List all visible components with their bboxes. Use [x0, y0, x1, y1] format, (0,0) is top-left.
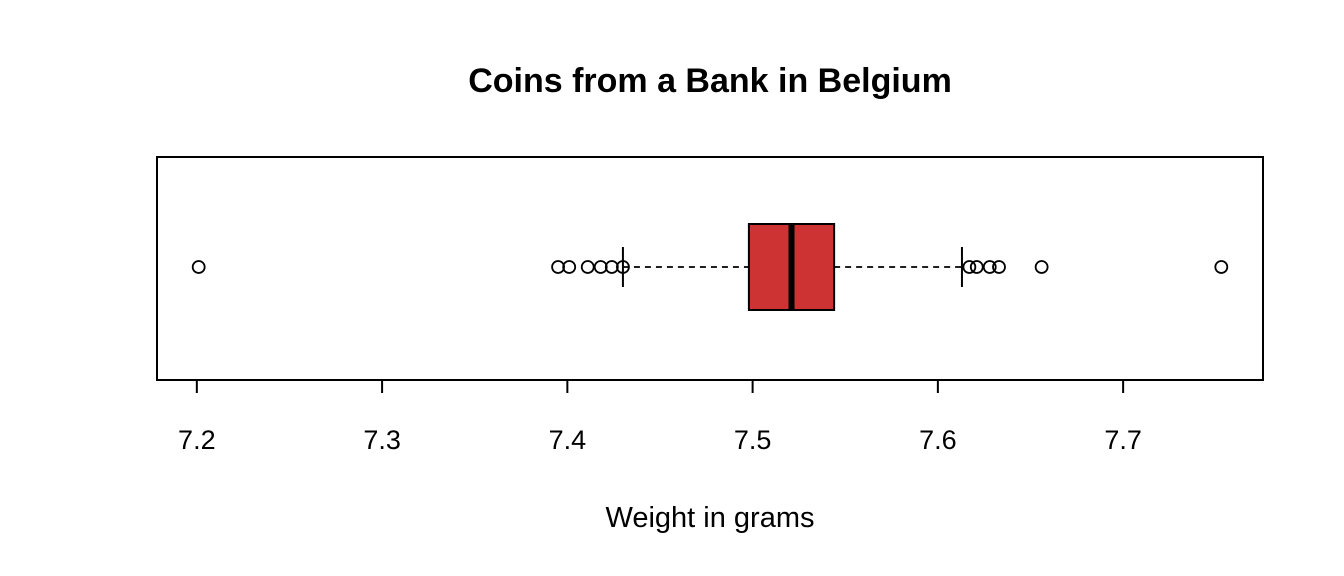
outlier-point: [604, 260, 619, 274]
plot-frame: [156, 156, 1264, 381]
outlier-point: [593, 260, 608, 274]
x-tick-label: 7.7: [1104, 425, 1142, 455]
outlier-point: [1034, 260, 1049, 274]
x-tick-label: 7.2: [178, 425, 216, 455]
plot-marks: [191, 223, 1229, 311]
x-tick-label: 7.6: [919, 425, 957, 455]
outlier-point: [962, 260, 977, 274]
chart-title: Coins from a Bank in Belgium: [468, 62, 952, 100]
outlier-point: [616, 260, 630, 274]
x-tick-label: 7.5: [734, 425, 772, 455]
outlier-point: [992, 260, 1006, 274]
x-tick-label: 7.4: [549, 425, 587, 455]
x-axis-label: Weight in grams: [606, 502, 815, 534]
x-axis: 7.2 7.3 7.4 7.5 7.6 7.7: [178, 379, 1142, 455]
x-tick-label: 7.3: [363, 425, 401, 455]
outlier-point: [580, 260, 595, 274]
outlier-point: [969, 260, 984, 274]
outlier-point: [551, 260, 565, 274]
outlier-point: [1214, 260, 1229, 274]
outlier-point: [191, 260, 206, 274]
outlier-point: [562, 260, 577, 274]
outlier-point: [982, 260, 997, 274]
